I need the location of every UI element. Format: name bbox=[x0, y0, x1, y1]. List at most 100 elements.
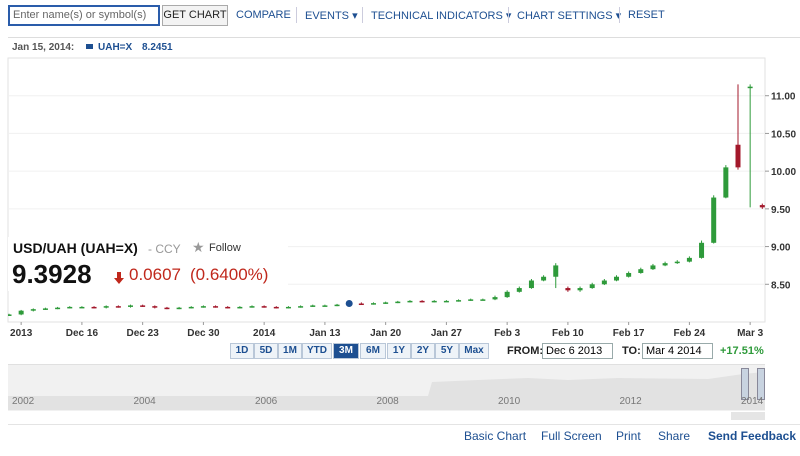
candle-body bbox=[589, 284, 595, 289]
candle-body bbox=[638, 269, 644, 273]
navigator-year: 2010 bbox=[498, 396, 521, 407]
to-label: TO: bbox=[622, 345, 641, 357]
range-button[interactable]: 1M bbox=[278, 343, 302, 359]
y-tick-label: 10.50 bbox=[771, 129, 796, 140]
range-button[interactable]: 6M bbox=[360, 343, 386, 359]
x-tick-label: Dec 16 bbox=[66, 328, 99, 339]
navigator-year: 2002 bbox=[12, 396, 35, 407]
y-tick-label: 10.00 bbox=[771, 167, 796, 178]
candle-body bbox=[225, 306, 231, 309]
navigator-area bbox=[8, 372, 765, 410]
from-label: FROM: bbox=[507, 345, 544, 357]
navigator-year: 2014 bbox=[741, 396, 764, 407]
footer-link[interactable]: Basic Chart bbox=[464, 429, 527, 443]
range-button[interactable]: 5Y bbox=[435, 343, 459, 359]
candle-body bbox=[79, 306, 85, 309]
toolbar-link[interactable]: COMPARE bbox=[236, 9, 291, 21]
y-tick-label: 9.50 bbox=[771, 205, 791, 216]
navigator-year: 2008 bbox=[376, 396, 399, 407]
candle-body bbox=[577, 288, 583, 291]
x-tick-label: Feb 3 bbox=[494, 328, 521, 339]
x-tick-label: Jan 13 bbox=[309, 328, 341, 339]
hover-date: Jan 15, 2014: bbox=[12, 42, 75, 53]
candle-body bbox=[674, 261, 680, 264]
candle-body bbox=[188, 306, 194, 309]
range-button[interactable]: Max bbox=[459, 343, 489, 359]
separator bbox=[362, 7, 363, 23]
candle-body bbox=[91, 306, 97, 309]
candle-body bbox=[358, 303, 364, 306]
navigator-year: 2004 bbox=[133, 396, 156, 407]
toolbar-link[interactable]: CHART SETTINGS ▾ bbox=[517, 10, 622, 22]
navigator-year: 2012 bbox=[619, 396, 642, 407]
candle-body bbox=[115, 306, 121, 308]
get-chart-button[interactable]: GET CHART bbox=[162, 5, 228, 26]
candle-body bbox=[419, 300, 425, 303]
candle-body bbox=[650, 265, 656, 270]
quote-box: USD/UAH (UAH=X) - CCY ★ Follow 9.3928 0.… bbox=[8, 237, 288, 291]
candle-body bbox=[431, 300, 437, 303]
candle-body bbox=[322, 305, 328, 307]
candle-body bbox=[42, 308, 48, 310]
scrollbar[interactable] bbox=[731, 412, 765, 420]
toolbar-link[interactable]: TECHNICAL INDICATORS ▾ bbox=[371, 10, 512, 22]
candle-body bbox=[504, 291, 510, 298]
candle-body bbox=[371, 303, 376, 305]
candle-body bbox=[128, 305, 133, 307]
toolbar-link[interactable]: EVENTS ▾ bbox=[305, 10, 358, 22]
candle-body bbox=[492, 297, 498, 300]
range-button[interactable]: 1D bbox=[230, 343, 254, 359]
divider bbox=[8, 37, 800, 38]
candle-body bbox=[273, 306, 279, 309]
legend-swatch bbox=[86, 44, 93, 49]
candle-body bbox=[285, 306, 291, 309]
candle-body bbox=[480, 299, 486, 301]
hover-symbol: UAH=X bbox=[98, 42, 133, 53]
from-input[interactable]: Dec 6 2013 bbox=[542, 343, 613, 359]
range-button[interactable]: 1Y bbox=[387, 343, 411, 359]
candle-body bbox=[383, 302, 389, 304]
x-tick-label: Mar 3 bbox=[737, 328, 764, 339]
y-tick-label: 11.00 bbox=[771, 92, 796, 103]
x-tick-label: Dec 30 bbox=[187, 328, 220, 339]
candle-body bbox=[553, 265, 559, 277]
toolbar-link[interactable]: RESET bbox=[628, 9, 665, 21]
range-button[interactable]: 3M bbox=[333, 343, 359, 359]
to-input[interactable]: Mar 4 2014 bbox=[642, 343, 713, 359]
candle-body bbox=[249, 306, 255, 308]
candle-body bbox=[213, 306, 219, 308]
down-arrow bbox=[114, 272, 124, 284]
navigator-year: 2006 bbox=[255, 396, 278, 407]
search-box[interactable]: Enter name(s) or symbol(s) bbox=[8, 5, 160, 26]
x-tick-label: Jan 27 bbox=[431, 328, 463, 339]
star-icon[interactable]: ★ bbox=[192, 239, 205, 255]
candle-body bbox=[55, 307, 61, 310]
footer-link[interactable]: Share bbox=[658, 429, 691, 443]
candle-body bbox=[443, 300, 449, 303]
y-tick-label: 9.00 bbox=[771, 243, 791, 254]
navigator-handle[interactable] bbox=[757, 368, 765, 400]
footer-link[interactable]: Full Screen bbox=[541, 429, 602, 443]
candle-body bbox=[176, 307, 182, 310]
candle-body bbox=[30, 309, 36, 311]
candle-body bbox=[334, 304, 340, 307]
footer-link[interactable]: Print bbox=[616, 429, 641, 443]
candle-body bbox=[237, 306, 243, 309]
follow-link[interactable]: Follow bbox=[209, 242, 241, 254]
candle-body bbox=[140, 305, 146, 307]
range-button[interactable]: 5D bbox=[254, 343, 278, 359]
hover-marker bbox=[345, 300, 353, 308]
candle-body bbox=[8, 314, 12, 316]
range-button[interactable]: YTD bbox=[302, 343, 332, 359]
y-tick-label: 8.50 bbox=[771, 280, 791, 291]
x-tick-label: 2013 bbox=[10, 328, 33, 339]
navigator-handle[interactable] bbox=[741, 368, 749, 400]
candle-body bbox=[528, 280, 534, 289]
candle-body bbox=[298, 306, 304, 308]
candle-body bbox=[759, 205, 765, 208]
candle-body bbox=[468, 299, 474, 301]
range-button[interactable]: 2Y bbox=[411, 343, 435, 359]
footer-link[interactable]: Send Feedback bbox=[708, 429, 797, 443]
candle-body bbox=[747, 86, 753, 89]
